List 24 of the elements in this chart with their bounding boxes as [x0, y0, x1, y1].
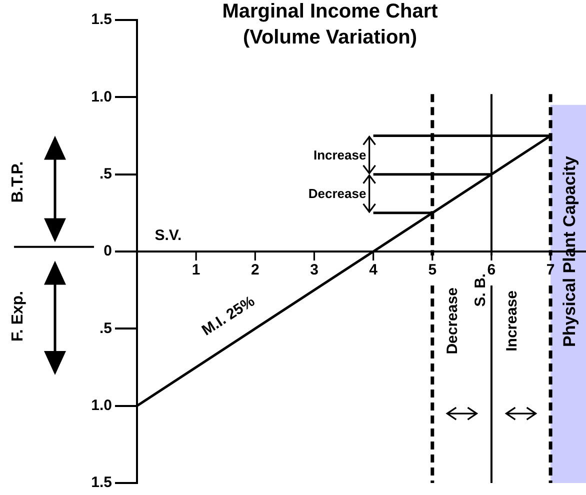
x-tick-label: 1: [192, 262, 200, 279]
y-tick-label: 1.0: [91, 88, 112, 106]
x-tick-label: 6: [487, 262, 496, 279]
ref-line-label: S. B.: [472, 273, 490, 307]
x-tick-label: 3: [310, 262, 318, 279]
annotation: Decrease: [308, 186, 366, 201]
y-tick-label: 1.0: [91, 396, 112, 414]
annotation: S.V.: [154, 227, 182, 244]
y-tick-label: .5: [99, 320, 112, 337]
annotation: Increase: [503, 290, 520, 352]
annotation: Increase: [313, 147, 366, 162]
annotation: Decrease: [444, 288, 462, 354]
x-tick-label: 5: [428, 262, 437, 279]
x-tick-label: 2: [250, 262, 260, 279]
y-tick-label: 0: [104, 242, 112, 260]
y-tick-label: .5: [99, 165, 112, 182]
x-tick-label: 7: [546, 262, 555, 279]
chart-title: Marginal Income Chart (Volume Variation): [222, 0, 438, 49]
y-tick-label: 1.5: [91, 11, 112, 28]
x-tick-label: 4: [369, 262, 378, 279]
annotation: M.I. 25%: [198, 292, 258, 340]
y-tick-label: 1.5: [91, 474, 112, 492]
text: B.T.P.: [9, 161, 26, 203]
text: F. Exp.: [9, 290, 26, 342]
